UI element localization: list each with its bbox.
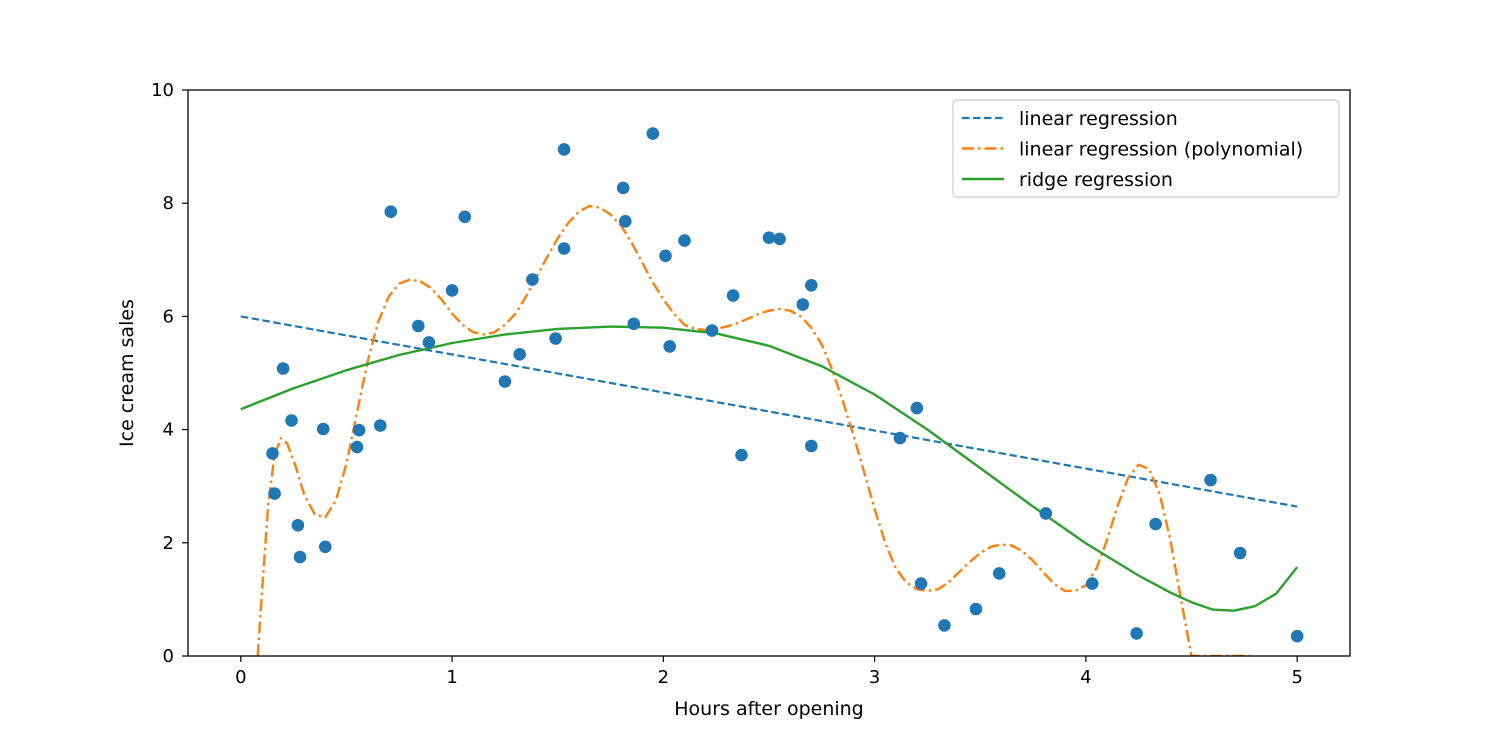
scatter-point — [1039, 507, 1053, 520]
scatter-point — [1204, 473, 1217, 487]
x-tick-label: 4 — [1080, 667, 1091, 688]
scatter-point — [969, 602, 983, 616]
scatter-point — [526, 273, 539, 286]
scatter-point — [1233, 546, 1247, 560]
scatter-point — [266, 447, 279, 460]
scatter-point — [646, 127, 660, 140]
scatter-point — [616, 181, 630, 195]
scatter-point — [557, 143, 571, 156]
series-layer — [240, 204, 1299, 656]
legend-label: linear regression (polynomial) — [1019, 139, 1303, 161]
scatter-point — [422, 336, 436, 349]
scatter-point — [914, 577, 928, 590]
scatter-point — [805, 439, 818, 453]
scatter-point — [1130, 627, 1143, 640]
scatter-point — [557, 242, 571, 255]
scatter-point — [445, 284, 459, 297]
scatter-points — [266, 127, 1304, 643]
scatter-point — [663, 340, 676, 353]
scatter-point — [805, 279, 818, 292]
scatter-point — [893, 431, 907, 445]
legend-label: ridge regression — [1019, 169, 1173, 191]
y-tick-label: 8 — [163, 193, 174, 214]
scatter-point — [678, 234, 691, 247]
scatter-point — [316, 422, 330, 436]
scatter-point — [412, 319, 425, 333]
scatter-point — [627, 317, 641, 331]
y-tick-label: 2 — [163, 533, 174, 554]
legend: linear regression linear regression (poly… — [952, 99, 1340, 198]
scatter-point — [549, 332, 562, 345]
scatter-point — [350, 440, 364, 454]
y-tick-label: 0 — [163, 646, 174, 667]
scatter-point — [938, 619, 951, 632]
scatter-point — [993, 567, 1006, 580]
scatter-point — [285, 414, 298, 427]
scatter-point — [762, 231, 776, 244]
scatter-point — [458, 210, 472, 224]
scatter-point — [796, 298, 810, 311]
scatter-point — [268, 487, 281, 500]
y-tick-label: 4 — [163, 420, 174, 441]
scatter-point — [513, 348, 526, 361]
scatter-point — [1290, 629, 1304, 643]
scatter-point — [293, 550, 307, 564]
y-tick-label: 10 — [151, 80, 174, 101]
scatter-point — [384, 205, 398, 218]
x-tick-label: 5 — [1291, 667, 1302, 688]
scatter-point — [498, 375, 512, 388]
x-axis-label: Hours after opening — [674, 698, 864, 720]
scatter-point — [1085, 577, 1099, 590]
scatter-point — [773, 232, 786, 246]
scatter-point — [291, 519, 305, 532]
x-tick-label: 2 — [658, 667, 669, 688]
x-tick-label: 0 — [235, 667, 246, 688]
scatter-point — [276, 362, 290, 375]
scatter-point — [374, 419, 387, 432]
scatter-point — [352, 423, 366, 437]
scatter-point — [735, 448, 748, 462]
legend-box — [952, 99, 1340, 198]
scatter-point — [619, 215, 632, 228]
x-tick-label: 3 — [869, 667, 880, 688]
scatter-point — [319, 540, 332, 554]
ticks-layer: 0 1 2 3 4 5 0 2 4 6 8 10 — [151, 80, 1303, 688]
y-tick-label: 6 — [163, 306, 174, 327]
x-tick-label: 1 — [446, 667, 457, 688]
series-line-linear-regression — [240, 315, 1298, 508]
scatter-point — [1149, 517, 1162, 531]
scatter-point — [705, 324, 719, 337]
scatter-point — [910, 401, 924, 415]
y-axis-label: Ice cream sales — [116, 299, 138, 447]
scatter-point — [726, 289, 740, 302]
series-line-linear-regression-polynomial — [256, 204, 1251, 656]
axes-frame — [187, 89, 1351, 657]
scatter-point — [659, 249, 672, 263]
legend-label: linear regression — [1019, 108, 1178, 130]
series-line-ridge-regression — [240, 325, 1299, 612]
